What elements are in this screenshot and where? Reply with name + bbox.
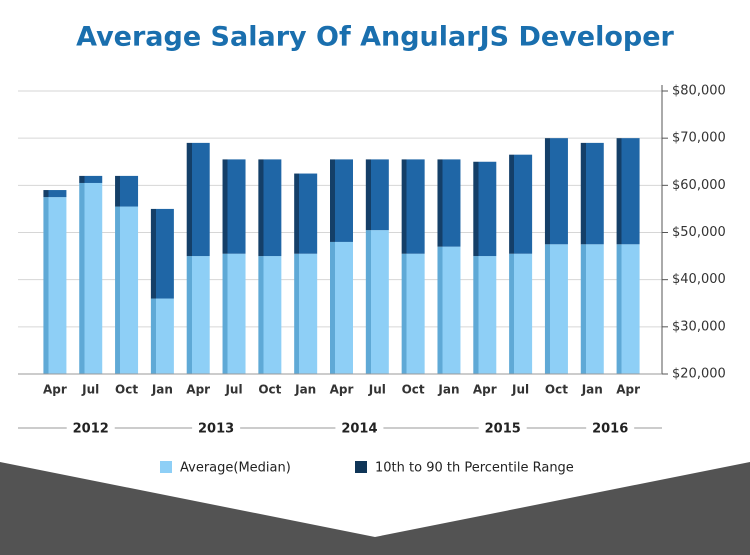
bar-segment <box>186 142 210 257</box>
bar-segment <box>186 256 210 374</box>
x-tick-label: Oct <box>115 383 138 397</box>
x-tick-label: Jul <box>368 383 386 397</box>
x-tick-label: Jan <box>151 383 173 397</box>
legend-swatch <box>160 461 172 473</box>
legend-swatch <box>355 461 367 473</box>
bar-segment <box>401 253 425 374</box>
footer-chevron <box>0 452 750 537</box>
bar-segment <box>473 161 497 257</box>
y-tick-label: $60,000 <box>672 178 726 193</box>
bar-segment <box>115 206 139 374</box>
x-tick-label: Jan <box>581 383 603 397</box>
x-tick-label: Oct <box>258 383 281 397</box>
bar-segment <box>365 159 389 231</box>
x-tick-label: Jul <box>511 383 529 397</box>
x-tick-label: Oct <box>545 383 568 397</box>
year-label: 2014 <box>341 422 377 437</box>
bar-segment <box>616 138 640 245</box>
x-tick-label: Apr <box>43 383 67 397</box>
bar-segment <box>43 197 67 374</box>
bar-segment <box>330 159 353 242</box>
bar-segment <box>437 159 461 247</box>
bar-segment <box>222 159 246 254</box>
bar-segment <box>258 159 282 257</box>
bar-segment <box>330 241 353 374</box>
x-tick-label: Jan <box>437 383 459 397</box>
bar-segment <box>616 244 640 374</box>
year-label: 2016 <box>592 422 628 437</box>
y-tick-label: $70,000 <box>672 131 726 146</box>
year-label: 2012 <box>73 422 109 437</box>
year-label: 2015 <box>485 422 521 437</box>
x-tick-label: Apr <box>330 383 354 397</box>
year-label-background <box>192 420 241 436</box>
bar-segment <box>580 244 604 374</box>
legend-label: Average(Median) <box>180 461 291 476</box>
year-label-background <box>66 420 115 436</box>
bar-segment <box>79 175 103 183</box>
x-tick-label: Jan <box>294 383 316 397</box>
x-tick-label: Apr <box>616 383 640 397</box>
y-tick-label: $80,000 <box>672 84 726 99</box>
legend-label: 10th to 90 th Percentile Range <box>375 461 574 476</box>
x-tick-label: Jul <box>224 383 242 397</box>
y-tick-label: $50,000 <box>672 225 726 240</box>
year-label-background <box>478 420 527 436</box>
bar-segment <box>544 244 568 374</box>
year-label-background <box>335 420 384 436</box>
chart-title: Average Salary Of AngularJS Developer <box>76 22 674 53</box>
bar-segment <box>437 246 461 374</box>
bar-segment <box>115 175 139 207</box>
y-tick-label: $30,000 <box>672 319 726 334</box>
bar-segment <box>294 173 318 254</box>
bar-segment <box>580 142 604 245</box>
bar-segment <box>509 154 533 254</box>
bar-segment <box>150 298 174 374</box>
y-tick-label: $40,000 <box>672 272 726 287</box>
bar-segment <box>294 253 318 374</box>
bar-segment <box>79 182 103 374</box>
year-label-background <box>586 420 635 436</box>
x-tick-label: Oct <box>402 383 425 397</box>
bar-segment <box>222 253 246 374</box>
bar-segment <box>473 256 497 374</box>
year-label: 2013 <box>198 422 234 437</box>
bar-segment <box>365 230 389 374</box>
bar-segment <box>150 208 174 299</box>
x-tick-label: Apr <box>473 383 497 397</box>
bar-segment <box>401 159 425 254</box>
bar-segment <box>544 138 568 245</box>
x-tick-label: Apr <box>186 383 210 397</box>
y-tick-label: $20,000 <box>672 367 726 382</box>
bar-segment <box>43 190 67 198</box>
x-tick-label: Jul <box>81 383 99 397</box>
bar-segment <box>509 253 533 374</box>
bar-segment <box>258 256 282 374</box>
